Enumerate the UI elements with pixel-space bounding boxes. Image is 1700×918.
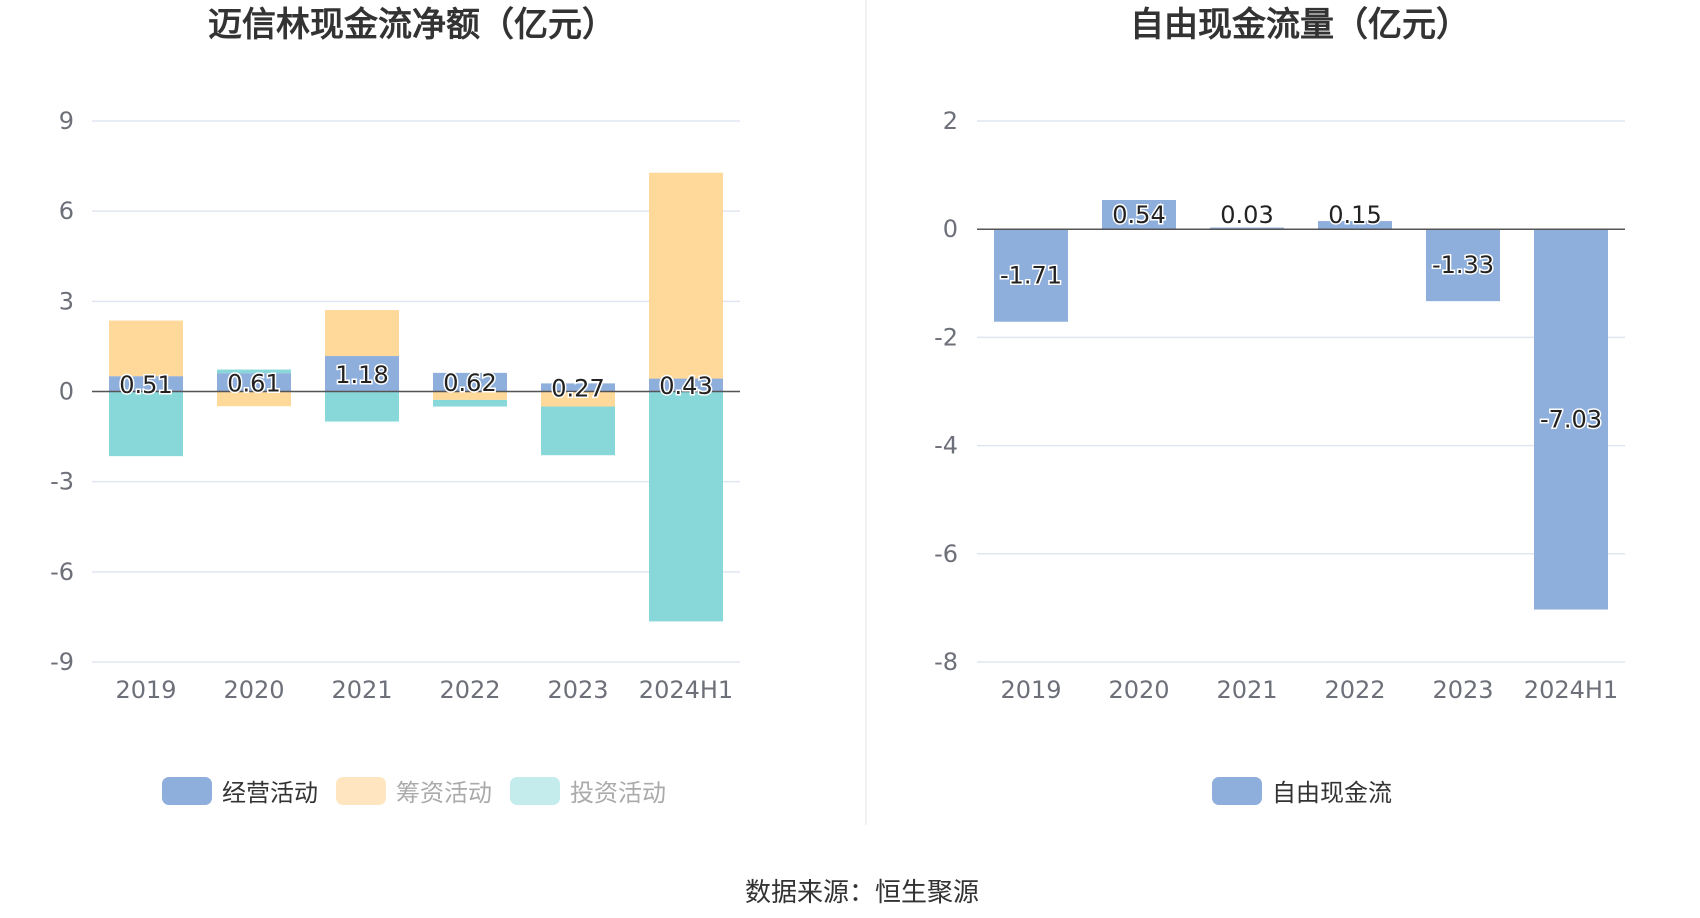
legend-label: 经营活动 [222, 779, 318, 807]
data-label: 0.03 [1220, 201, 1273, 229]
data-label: 0.43 [659, 372, 712, 400]
y-tick-label: -6 [934, 540, 958, 568]
data-label: 1.18 [335, 361, 388, 389]
legend-swatch [336, 777, 386, 805]
legend: 经营活动 筹资活动 投资活动 [162, 777, 666, 807]
data-label: -1.71 [1000, 261, 1062, 289]
bar-自由现金流 [994, 229, 1068, 322]
data-label: 0.61 [227, 369, 280, 397]
bar-经营活动 [649, 378, 723, 392]
cash-flow-net-chart: 迈信林现金流净额（亿元） 9 6 3 0 -3 -6 -9 0.51 0.61 1.18 0.62… [50, 5, 740, 807]
bar-经营活动 [541, 383, 615, 392]
y-tick-label: 0 [59, 378, 74, 406]
bar-筹资活动 [541, 391, 615, 407]
x-tick-label: 2024H1 [639, 676, 733, 704]
x-tick-label: 2021 [1216, 676, 1277, 704]
bar-投资活动 [541, 406, 615, 456]
x-tick-label: 2020 [223, 676, 284, 704]
data-labels: 0.51 0.61 1.18 0.62 0.27 0.43 [118, 359, 714, 404]
data-label: 0.62 [443, 369, 496, 397]
bar-自由现金流 [1102, 199, 1176, 230]
legend-label: 投资活动 [570, 779, 666, 807]
grid [977, 120, 1625, 663]
data-label: 0.15 [1328, 201, 1381, 229]
x-axis: 2019 2020 2021 2022 2023 2024H1 [1000, 676, 1618, 704]
y-tick-label: -3 [50, 468, 74, 496]
bar-筹资活动 [433, 391, 507, 400]
x-tick-label: 2019 [1000, 676, 1061, 704]
bar-投资活动 [433, 399, 507, 407]
bar-自由现金流 [1426, 229, 1500, 302]
legend-item: 筹资活动 [336, 777, 492, 807]
bars [92, 172, 740, 622]
y-tick-label: 9 [59, 107, 74, 135]
bar-筹资活动 [109, 320, 183, 377]
y-tick-label: -8 [934, 648, 958, 676]
legend-item: 投资活动 [510, 777, 666, 807]
y-axis: 9 6 3 0 -3 -6 -9 [50, 107, 74, 676]
bar-经营活动 [217, 373, 291, 392]
legend-swatch [1212, 777, 1262, 805]
y-tick-label: 3 [59, 287, 74, 315]
x-tick-label: 2021 [331, 676, 392, 704]
x-tick-label: 2020 [1108, 676, 1169, 704]
bars [977, 199, 1625, 610]
y-tick-label: -4 [934, 432, 958, 460]
y-axis: 2 0 -2 -4 -6 -8 [934, 107, 958, 676]
chart-title: 迈信林现金流净额（亿元） [208, 5, 616, 45]
data-label: 0.54 [1112, 201, 1165, 229]
y-tick-label: 6 [59, 197, 74, 225]
y-tick-label: -2 [934, 323, 958, 351]
legend-item: 自由现金流 [1212, 777, 1392, 807]
bar-投资活动 [109, 391, 183, 457]
data-label: 0.51 [119, 371, 172, 399]
legend-label: 自由现金流 [1272, 779, 1392, 807]
legend-item: 经营活动 [162, 777, 318, 807]
bar-经营活动 [433, 372, 507, 392]
x-tick-label: 2023 [547, 676, 608, 704]
legend: 自由现金流 [1212, 777, 1392, 807]
bar-筹资活动 [217, 391, 291, 407]
x-tick-label: 2022 [1324, 676, 1385, 704]
y-tick-label: -9 [50, 648, 74, 676]
data-label: -7.03 [1540, 405, 1602, 433]
bar-经营活动 [325, 356, 399, 392]
x-tick-label: 2023 [1432, 676, 1493, 704]
bar-筹资活动 [649, 172, 723, 379]
bar-投资活动 [325, 391, 399, 422]
legend-swatch [510, 777, 560, 805]
x-tick-label: 2024H1 [1524, 676, 1618, 704]
chart-title: 自由现金流量（亿元） [1130, 5, 1470, 45]
bar-经营活动 [109, 376, 183, 392]
free-cash-flow-chart: 自由现金流量（亿元） 20-2-4-6-8 -1.710.54 0.03 0.15-… [934, 5, 1625, 807]
data-label: -1.33 [1432, 251, 1494, 279]
data-source: 数据来源：恒生聚源 [745, 878, 979, 908]
x-tick-label: 2019 [115, 676, 176, 704]
bar-自由现金流 [1318, 221, 1392, 230]
bar-筹资活动 [325, 310, 399, 357]
x-tick-label: 2022 [439, 676, 500, 704]
bar-投资活动 [217, 369, 291, 374]
bar-自由现金流 [1534, 229, 1608, 610]
y-tick-label: 2 [943, 107, 958, 135]
y-tick-label: 0 [943, 215, 958, 243]
data-label: 0.27 [551, 374, 604, 402]
x-axis: 2019 2020 2021 2022 2023 2024H1 [115, 676, 733, 704]
y-tick-label: -6 [50, 558, 74, 586]
bar-自由现金流 [1210, 227, 1284, 230]
data-labels: -1.71 0.54 0.03 0.15 -1.33 -7.03 [998, 200, 1603, 435]
legend-swatch [162, 777, 212, 805]
bar-投资活动 [649, 391, 723, 622]
legend-label: 筹资活动 [396, 779, 492, 807]
